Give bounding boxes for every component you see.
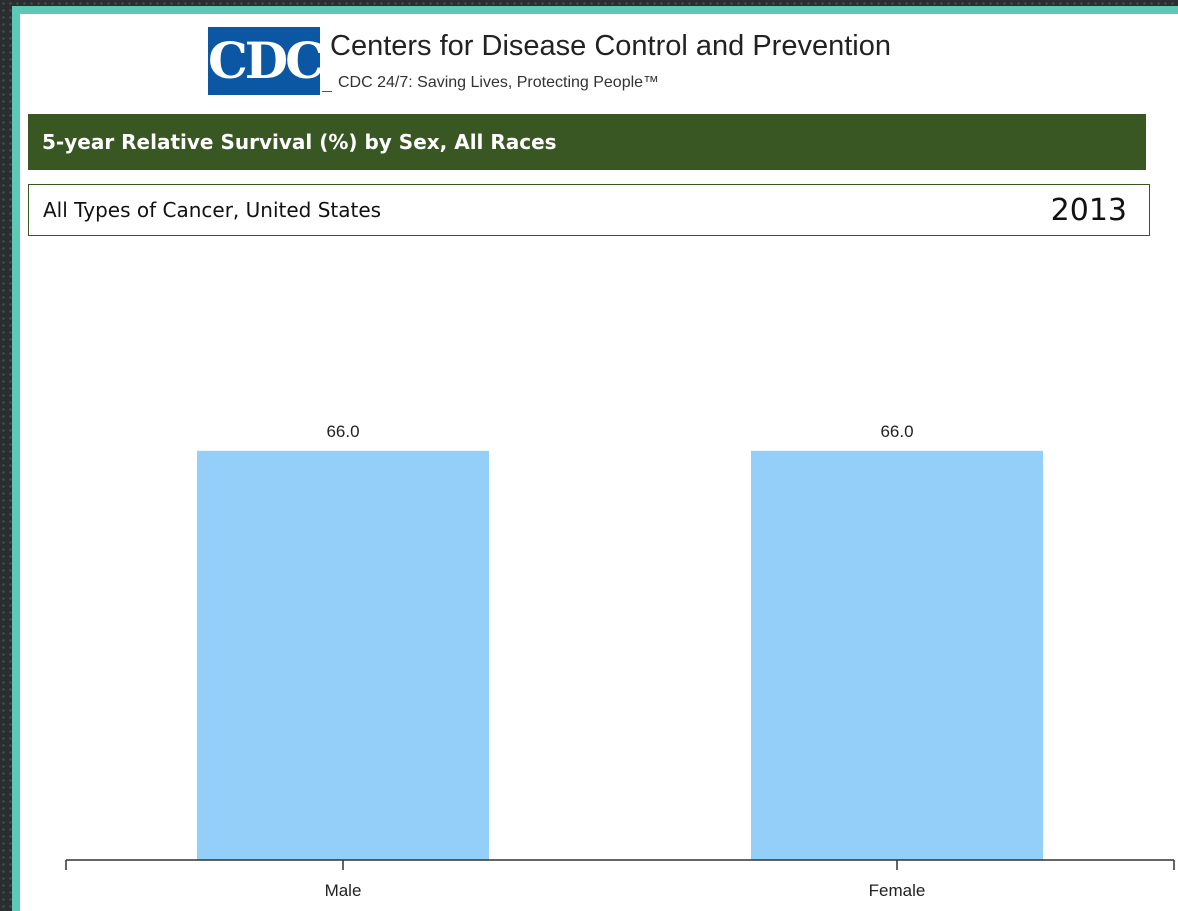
chart-panel: CDC Centers for Disease Control and Prev… — [20, 14, 1178, 911]
bar-chart: 66.0 Male 66.0 Female — [65, 422, 1175, 900]
chart-subtitle: All Types of Cancer, United States — [43, 198, 382, 222]
data-label-male: 66.0 — [326, 422, 359, 441]
bar-male — [197, 450, 489, 860]
bar-female — [751, 450, 1043, 860]
logo-divider — [322, 91, 332, 92]
slide-frame: CDC Centers for Disease Control and Prev… — [12, 6, 1178, 911]
x-tick-label-female: Female — [869, 881, 926, 900]
logo-text: CDC — [208, 31, 325, 90]
tagline: CDC 24/7: Saving Lives, Protecting Peopl… — [338, 74, 660, 91]
x-tick-label-male: Male — [325, 881, 362, 900]
chart-title: 5-year Relative Survival (%) by Sex, All… — [28, 114, 1146, 170]
year-label: 2013 — [1050, 193, 1127, 228]
org-name: Centers for Disease Control and Preventi… — [330, 30, 891, 62]
data-label-female: 66.0 — [880, 422, 913, 441]
chart-subtitle-bar: All Types of Cancer, United States 2013 — [28, 184, 1150, 236]
cdc-logo: CDC — [208, 27, 325, 95]
